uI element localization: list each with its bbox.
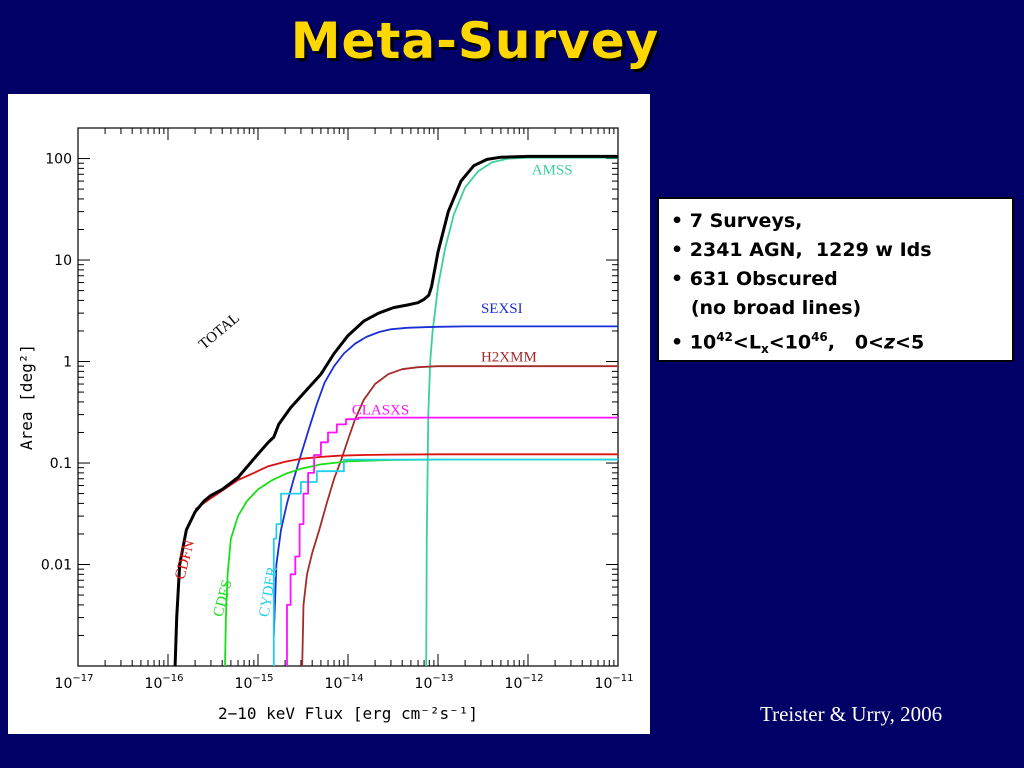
y-tick-label: 1 [63, 355, 72, 371]
series-line-cyder [272, 458, 618, 666]
x-tick-label: 10−11 [595, 673, 634, 692]
series-label-cdfn: CDFN [172, 538, 198, 581]
summary-line-obscured: • 631 Obscured [671, 268, 838, 290]
lum-exp-high: 46 [811, 330, 828, 344]
x-tick-label: 10−13 [415, 673, 454, 692]
redshift-z: z [883, 331, 896, 354]
series-line-total [173, 154, 618, 667]
series-line-cdfn [194, 453, 618, 511]
lum-sub: x [760, 342, 769, 357]
y-tick-label: 100 [45, 152, 72, 168]
area-flux-chart: 10−17 10−16 10−15 10−14 10−13 10−12 10−11 0.01 0… [17, 127, 634, 723]
series-label-amss: AMSS [532, 162, 573, 178]
y-tick-label: 0.01 [41, 558, 72, 574]
plot-frame [77, 127, 619, 667]
x-tick-label: 10−14 [325, 673, 364, 692]
x-tick-label: 10−12 [505, 673, 544, 692]
citation: Treister & Urry, 2006 [760, 702, 943, 726]
lum-mid2: <10 [768, 331, 812, 354]
chart-panel: 10−17 10−16 10−15 10−14 10−13 10−12 10−11 0.01 0… [8, 94, 650, 734]
series-line-clasxs [286, 416, 618, 666]
x-tick-label: 10−15 [235, 673, 274, 692]
series-label-clasxs: CLASXS [352, 403, 410, 419]
series-label-h2xmm: H2XMM [481, 350, 537, 366]
y-axis-title: Area [deg²] [17, 344, 36, 450]
series-line-amss [425, 156, 618, 667]
lum-mid: <L [732, 331, 761, 354]
redshift-end: <5 [895, 331, 925, 354]
lum-exp-low: 42 [716, 330, 733, 344]
summary-line-surveys: • 7 Surveys, [671, 210, 803, 232]
series-label-total: TOTAL [196, 310, 243, 353]
slide-title: Meta-Survey [290, 12, 660, 70]
series-label-sexsi: SEXSI [481, 301, 523, 317]
x-axis-title: 2−10 keV Flux [erg cm⁻²s⁻¹] [218, 704, 478, 723]
y-tick-label: 0.1 [50, 456, 72, 472]
summary-line-agn: • 2341 AGN, 1229 w Ids [671, 239, 932, 261]
survey-summary-box: • 7 Surveys, • 2341 AGN, 1229 w Ids • 63… [657, 197, 1014, 362]
summary-line-broad-lines: (no broad lines) [671, 297, 862, 319]
y-tick-label: 10 [54, 253, 72, 269]
x-tick-label: 10−16 [145, 673, 184, 692]
series-line-cdfs [224, 458, 618, 667]
summary-line-luminosity: • 1042<Lx<1046, 0<z<5 [671, 323, 1012, 364]
series-label-cyder: CYDER [256, 565, 281, 618]
redshift-prefix: , 0< [827, 331, 884, 354]
lum-prefix: • 10 [671, 331, 717, 354]
series-label-cdfs: CDFS [211, 578, 236, 618]
x-tick-label: 10−17 [55, 673, 94, 692]
series-line-sexsi [272, 325, 618, 636]
series-line-h2xmm [301, 365, 618, 667]
